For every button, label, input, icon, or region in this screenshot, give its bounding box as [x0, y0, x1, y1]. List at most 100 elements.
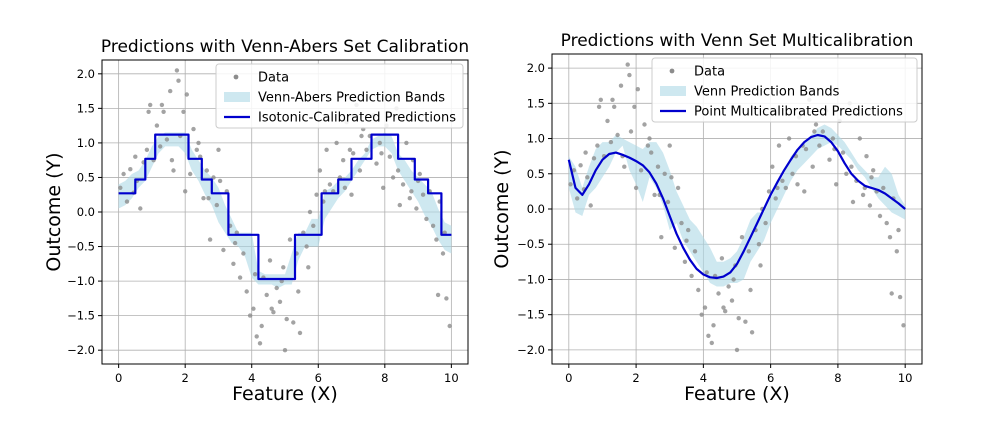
y-tick-label-6: 1.0: [77, 136, 95, 150]
data-point-41: [254, 334, 259, 339]
data-point-65: [334, 140, 339, 146]
data-point-67: [341, 158, 346, 163]
x-tick-label-4: 8: [381, 371, 388, 385]
data-point-102: [176, 78, 181, 83]
data-point-119: [169, 158, 175, 163]
data-point-8: [144, 147, 150, 152]
data-point-38: [244, 289, 249, 294]
data-point-65: [786, 136, 792, 141]
x-tick-label-5: 10: [898, 371, 913, 385]
data-point-113: [359, 133, 364, 139]
data-point-60: [317, 168, 323, 173]
x-tick-label-0: 0: [115, 371, 122, 385]
data-point-74: [364, 147, 369, 152]
data-point-101: [610, 97, 615, 103]
data-point-47: [274, 285, 279, 291]
data-point-6: [588, 203, 593, 208]
data-point-69: [347, 147, 353, 152]
data-point-116: [869, 175, 874, 180]
legend-box: [215, 63, 464, 129]
data-point-33: [679, 220, 684, 226]
data-point-84: [850, 199, 856, 205]
data-point-79: [381, 185, 386, 190]
data-point-12: [158, 144, 163, 149]
data-point-59: [314, 192, 319, 197]
data-point-88: [864, 154, 869, 159]
data-point-15: [168, 88, 173, 94]
x-tick-label-4: 8: [834, 371, 841, 385]
data-point-110: [296, 289, 301, 294]
data-point-26: [204, 168, 209, 173]
data-point-87: [860, 192, 866, 198]
data-point-75: [820, 129, 825, 134]
data-point-99: [901, 323, 906, 328]
data-point-22: [642, 122, 647, 127]
data-point-29: [214, 202, 219, 208]
data-point-93: [881, 185, 886, 191]
y-tick-label-0: −2.0: [67, 343, 95, 357]
x-tick-label-5: 10: [444, 371, 459, 385]
data-point-82: [844, 171, 849, 176]
data-point-86: [857, 136, 862, 141]
x-axis-label: Feature (X): [232, 383, 338, 405]
data-point-45: [267, 258, 273, 263]
prediction-band: [118, 132, 452, 288]
data-point-82: [390, 175, 396, 180]
data-point-115: [395, 168, 401, 173]
x-tick-label-1: 2: [632, 371, 639, 385]
data-point-27: [659, 235, 664, 240]
y-axis-label: Outcome (Y): [43, 152, 65, 271]
y-tick-label-6: 1.0: [527, 132, 545, 146]
data-point-106: [684, 238, 689, 243]
data-point-118: [146, 109, 151, 115]
legend: Data Venn-Abers Prediction Bands Isotonic-…: [215, 63, 464, 129]
legend-label-0: Data: [694, 65, 725, 80]
data-point-77: [374, 161, 379, 166]
data-point-117: [889, 291, 894, 296]
data-point-46: [723, 309, 728, 314]
data-point-104: [196, 140, 201, 146]
chart-title: Predictions with Venn Set Multicalibrati…: [561, 31, 914, 51]
data-point-37: [692, 249, 698, 254]
data-point-123: [758, 263, 763, 268]
data-point-40: [702, 305, 708, 310]
legend-marker-data: [233, 74, 239, 80]
data-point-34: [682, 259, 688, 264]
data-point-60: [770, 164, 775, 169]
data-point-48: [729, 298, 735, 303]
data-point-29: [665, 199, 671, 205]
data-point-23: [194, 147, 199, 152]
legend-label-0: Data: [258, 71, 289, 86]
data-point-102: [627, 72, 632, 78]
y-tick-label-4: 0.0: [77, 205, 95, 219]
data-point-2: [575, 196, 580, 201]
data-point-61: [773, 196, 778, 201]
data-point-11: [154, 123, 160, 128]
prediction-line: [118, 133, 452, 281]
data-point-56: [304, 244, 309, 249]
data-point-48: [277, 299, 283, 304]
data-point-32: [675, 185, 681, 191]
x-tick-label-3: 6: [767, 371, 774, 385]
data-point-109: [282, 348, 288, 353]
data-point-79: [834, 182, 839, 187]
data-point-92: [877, 213, 883, 219]
data-point-46: [271, 310, 276, 315]
data-point-125: [409, 189, 414, 194]
data-point-107: [704, 270, 709, 275]
legend-marker-band: [660, 86, 686, 96]
data-point-20: [635, 87, 640, 92]
data-point-58: [311, 223, 316, 228]
data-point-85: [400, 182, 406, 187]
data-point-40: [251, 306, 256, 311]
data-point-121: [259, 323, 264, 329]
data-point-12: [608, 139, 614, 145]
data-point-87: [407, 196, 412, 201]
data-point-81: [840, 150, 846, 155]
y-tick-label-3: −0.5: [517, 237, 545, 251]
data-point-112: [795, 182, 800, 187]
y-tick-label-5: 0.5: [527, 167, 545, 181]
y-tick-label-1: −1.5: [67, 309, 95, 323]
legend-label-1: Venn Prediction Bands: [694, 85, 840, 100]
